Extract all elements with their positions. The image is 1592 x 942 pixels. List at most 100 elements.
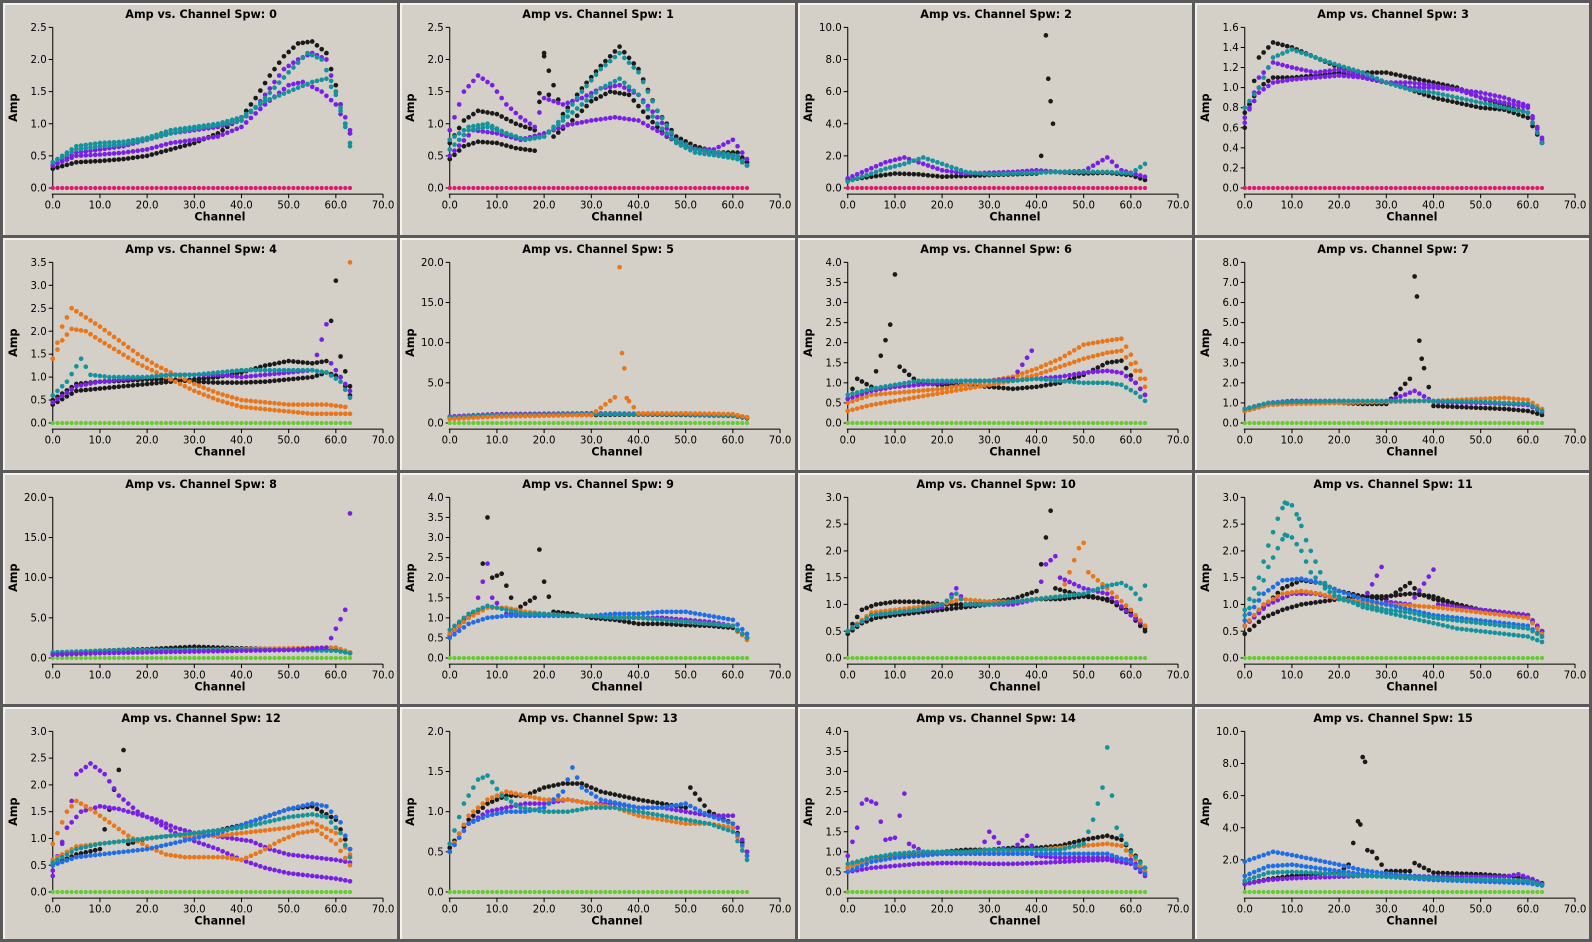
x-tick-label: 20.0 bbox=[533, 435, 556, 446]
data-point bbox=[697, 411, 703, 416]
data-point bbox=[1374, 595, 1379, 600]
data-point bbox=[901, 598, 907, 604]
data-point-flagged bbox=[324, 655, 329, 660]
data-point-flagged bbox=[1327, 655, 1332, 660]
data-point bbox=[1099, 351, 1105, 357]
data-point-flagged bbox=[655, 655, 660, 660]
data-point-flagged bbox=[948, 655, 954, 660]
data-point bbox=[461, 619, 467, 624]
data-point-flagged bbox=[1099, 420, 1105, 425]
data-point bbox=[1014, 372, 1020, 378]
data-point bbox=[1010, 598, 1015, 604]
data-point-flagged bbox=[579, 655, 585, 660]
data-point-flagged bbox=[934, 655, 940, 660]
data-point bbox=[1312, 558, 1318, 564]
data-point bbox=[333, 644, 339, 650]
data-point-flagged bbox=[1525, 420, 1530, 425]
data-point-flagged bbox=[906, 420, 911, 425]
data-point bbox=[1534, 126, 1540, 132]
data-point bbox=[201, 375, 207, 381]
data-point-flagged bbox=[1350, 185, 1356, 191]
data-point-flagged bbox=[338, 185, 343, 191]
chart-title: Amp vs. Channel Spw: 6 bbox=[920, 243, 1072, 256]
data-point-flagged bbox=[953, 185, 958, 191]
data-point-flagged bbox=[561, 185, 566, 191]
data-point bbox=[1482, 399, 1488, 405]
data-point bbox=[1322, 398, 1328, 404]
data-point bbox=[187, 648, 192, 654]
data-point bbox=[711, 152, 717, 158]
chart-title: Amp vs. Channel Spw: 7 bbox=[1317, 243, 1469, 256]
data-point-flagged bbox=[343, 655, 348, 660]
y-tick-label: 1.4 bbox=[1222, 43, 1238, 54]
data-point-flagged bbox=[745, 185, 750, 191]
data-point-flagged bbox=[1024, 420, 1029, 425]
data-point bbox=[97, 152, 103, 157]
data-point bbox=[1449, 86, 1455, 92]
data-point bbox=[1430, 620, 1436, 626]
data-point-flagged bbox=[878, 185, 883, 191]
data-point bbox=[1308, 75, 1313, 81]
data-point bbox=[182, 138, 188, 144]
data-point bbox=[958, 604, 963, 610]
y-tick-label: 1.0 bbox=[31, 372, 47, 383]
data-point bbox=[901, 368, 907, 373]
data-point-flagged bbox=[930, 655, 935, 660]
data-point bbox=[1019, 597, 1025, 603]
data-point bbox=[697, 611, 703, 617]
data-point bbox=[248, 373, 254, 379]
data-point-flagged bbox=[1303, 185, 1308, 191]
data-point-flagged bbox=[1000, 420, 1006, 425]
data-point-flagged bbox=[1071, 655, 1076, 660]
data-point bbox=[589, 74, 594, 80]
data-point bbox=[239, 404, 244, 410]
data-point bbox=[1317, 590, 1323, 596]
data-point bbox=[655, 609, 660, 615]
data-point bbox=[906, 608, 911, 613]
y-tick-label: 0.5 bbox=[825, 398, 841, 409]
data-point-flagged bbox=[220, 185, 225, 191]
data-point bbox=[1463, 404, 1469, 410]
data-point bbox=[513, 121, 519, 127]
data-point bbox=[735, 153, 741, 159]
data-point bbox=[1256, 574, 1262, 580]
y-tick-label: 4.0 bbox=[825, 258, 841, 269]
data-point-flagged bbox=[1270, 185, 1275, 191]
data-point bbox=[111, 374, 117, 380]
data-point bbox=[645, 89, 651, 94]
data-point bbox=[1449, 404, 1455, 409]
data-point bbox=[1261, 605, 1266, 611]
data-point-flagged bbox=[669, 655, 674, 660]
y-tick-label: 5.0 bbox=[1222, 318, 1238, 329]
data-point bbox=[1109, 159, 1114, 165]
data-point-flagged bbox=[1355, 655, 1360, 660]
data-point bbox=[144, 374, 150, 380]
data-point-flagged bbox=[697, 185, 703, 191]
data-point bbox=[1492, 98, 1497, 103]
data-point bbox=[1028, 373, 1034, 379]
data-point bbox=[716, 153, 722, 159]
data-point-flagged bbox=[688, 655, 693, 660]
data-point bbox=[925, 172, 930, 178]
data-point-flagged bbox=[1473, 185, 1478, 191]
data-point bbox=[1492, 106, 1497, 112]
data-point bbox=[206, 135, 211, 141]
data-point bbox=[1005, 599, 1011, 605]
data-point bbox=[253, 647, 258, 653]
data-point-flagged bbox=[1506, 420, 1511, 425]
data-point bbox=[309, 411, 315, 416]
data-point bbox=[1104, 380, 1110, 385]
data-point-flagged bbox=[471, 185, 476, 191]
data-point-flagged bbox=[1369, 655, 1375, 660]
data-point bbox=[892, 157, 897, 163]
data-point-flagged bbox=[1142, 185, 1147, 191]
data-point bbox=[1501, 395, 1507, 400]
data-point bbox=[986, 171, 992, 177]
data-point-flagged bbox=[88, 185, 93, 191]
data-point bbox=[177, 648, 183, 654]
data-point bbox=[1090, 163, 1095, 168]
y-tick-label: 2.5 bbox=[31, 23, 47, 34]
data-point-flagged bbox=[1421, 655, 1426, 660]
data-point-flagged bbox=[1090, 655, 1095, 660]
data-point bbox=[1242, 631, 1247, 636]
